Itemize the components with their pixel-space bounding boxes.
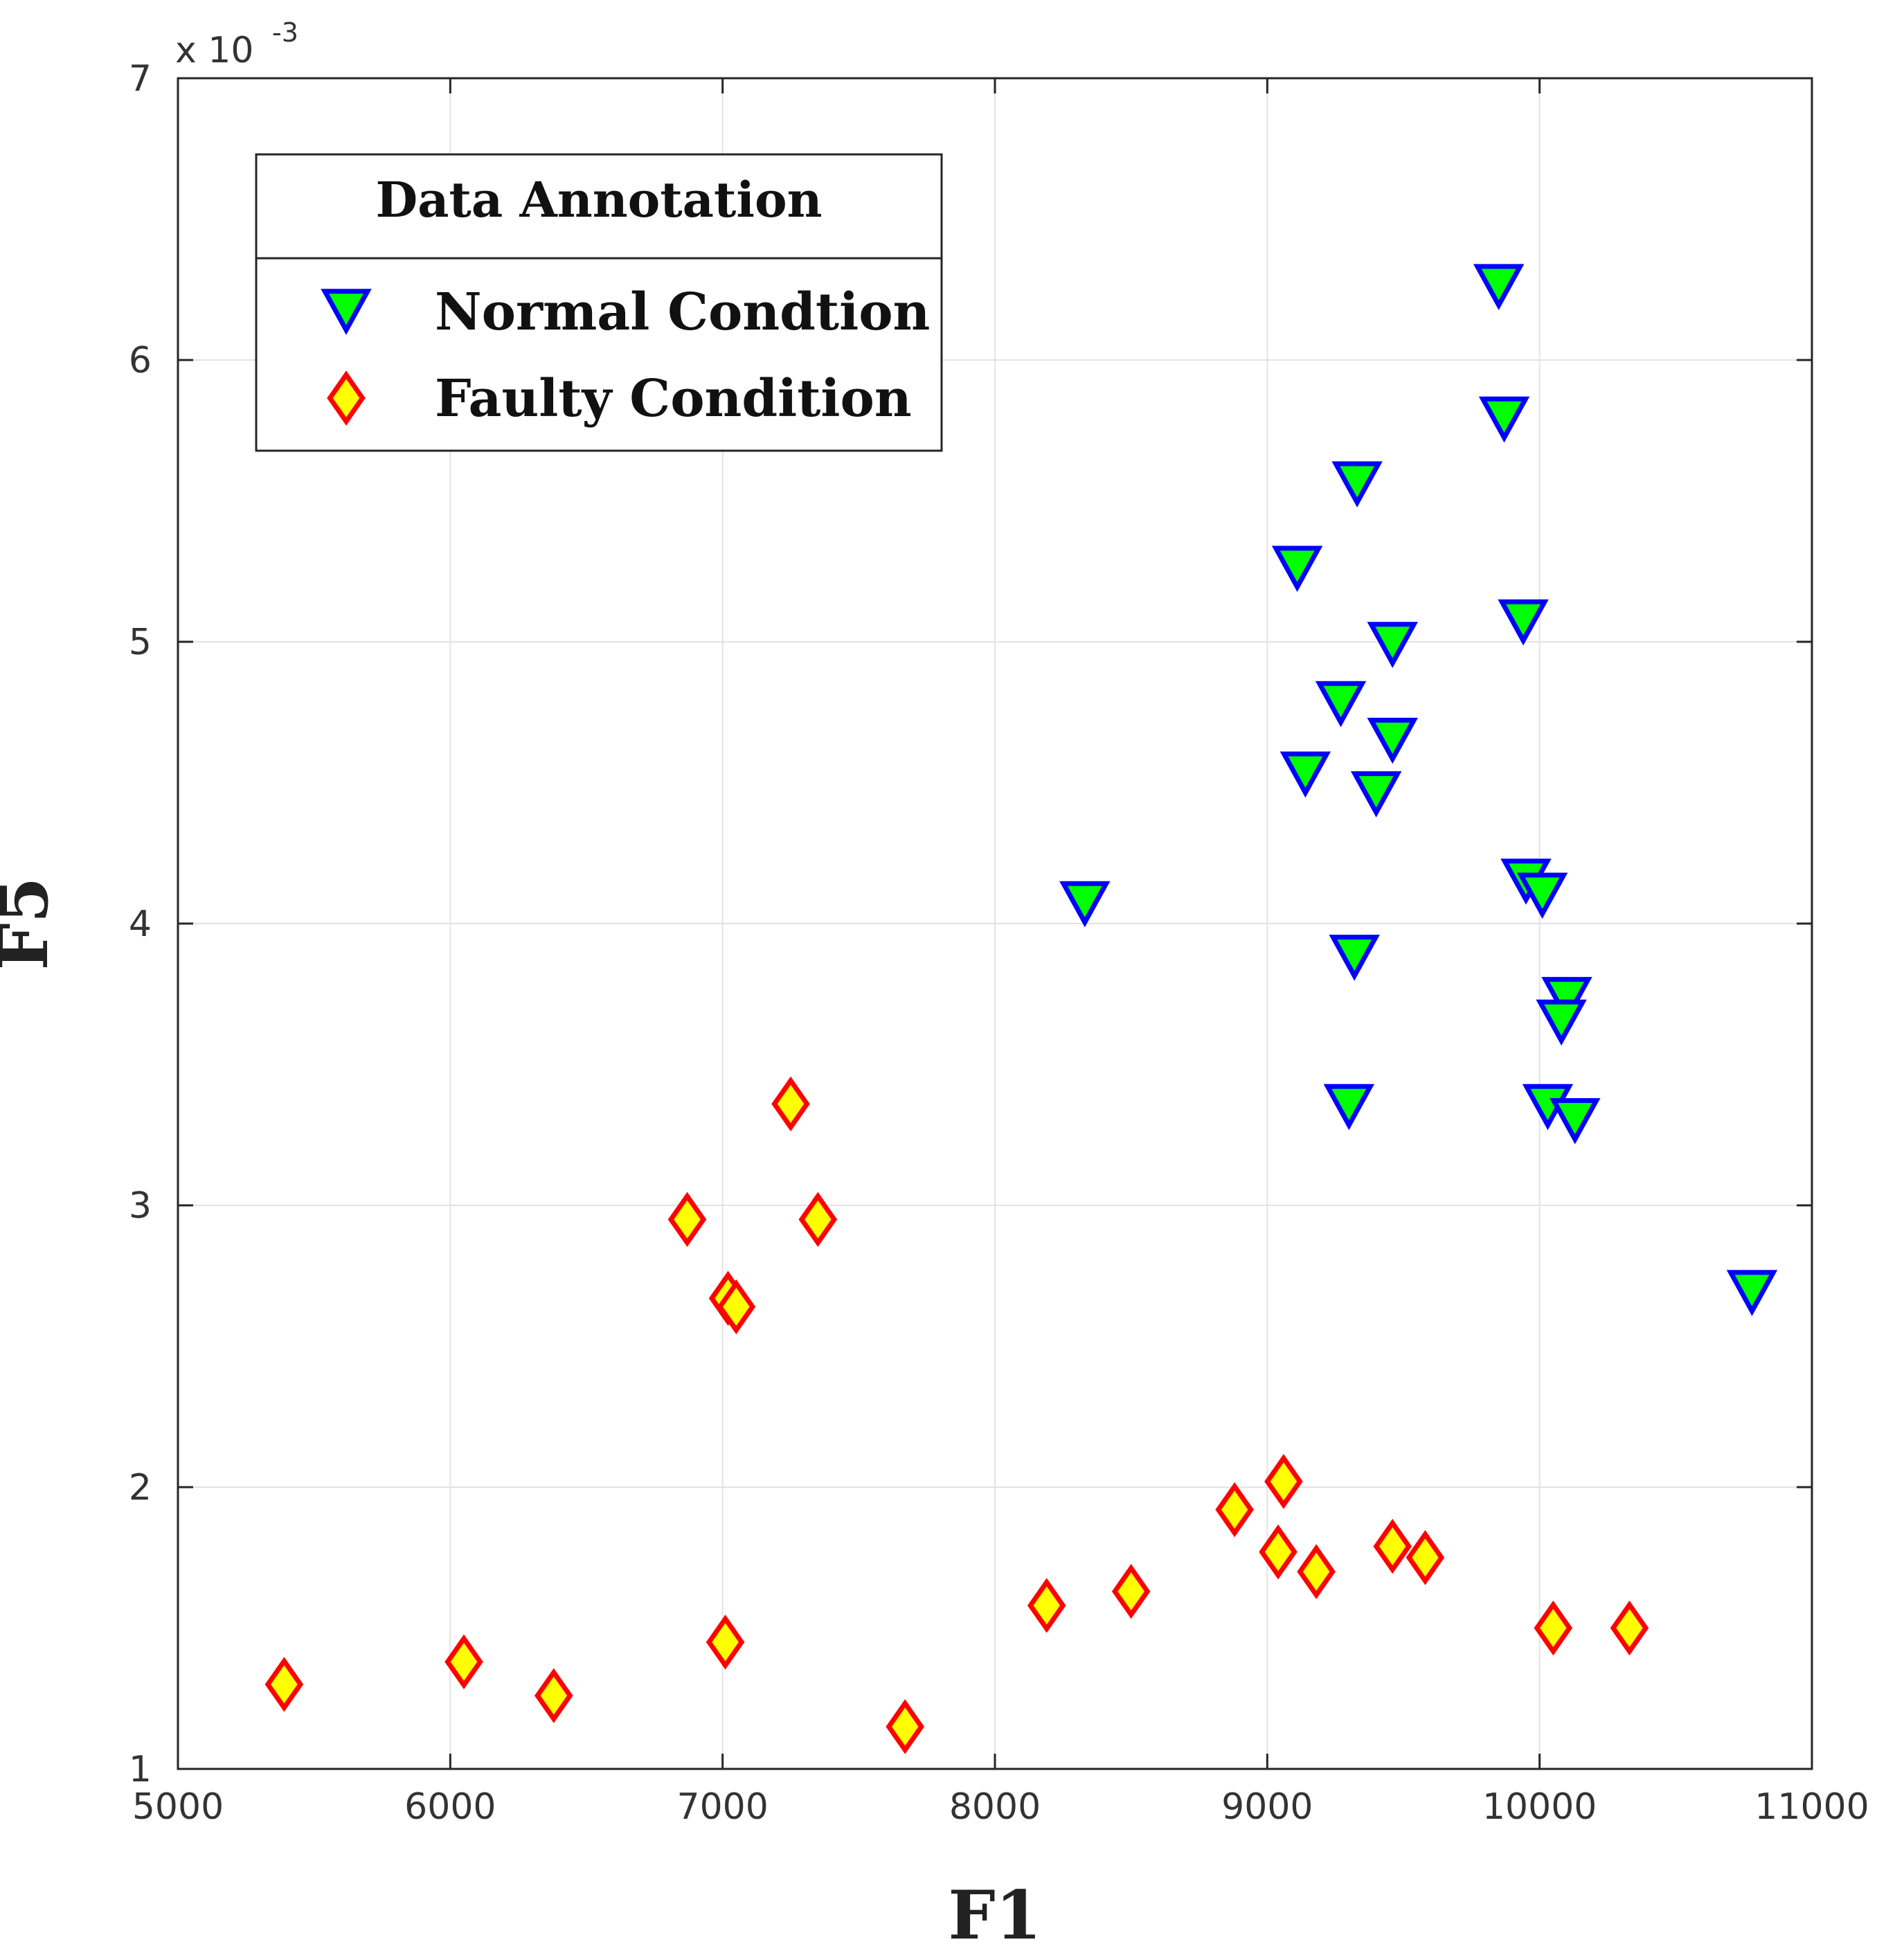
normal-condition-point — [1323, 1084, 1375, 1131]
faulty-condition-point — [1610, 1600, 1649, 1656]
normal-condition-point — [1279, 751, 1331, 798]
normal-condition-point — [1315, 681, 1367, 728]
legend-label-faulty-condition: Faulty Condition — [435, 369, 912, 429]
faulty-condition-point — [1027, 1578, 1066, 1633]
x-tick-label: 5000 — [132, 1786, 224, 1828]
normal-condition-point — [1726, 1270, 1778, 1317]
legend-triangle-icon — [321, 289, 372, 335]
legend-diamond-icon — [327, 370, 366, 426]
normal-condition-point — [1478, 396, 1530, 443]
faulty-condition-point — [1215, 1482, 1254, 1538]
faulty-condition-point — [1259, 1524, 1297, 1580]
data-points — [264, 264, 1778, 1754]
axis-ticks: 5000 6000 7000 8000 9000 10000 11000 1 2 3 4 5 6 7 — [129, 58, 1869, 1828]
y-tick-label: 7 — [129, 58, 152, 100]
x-tick-label: 10000 — [1482, 1786, 1597, 1828]
y-tick-label: 3 — [129, 1185, 152, 1227]
y-tick-label: 5 — [129, 622, 152, 663]
legend-label-normal-condition: Normal Condtion — [435, 282, 930, 342]
x-tick-label: 8000 — [949, 1786, 1041, 1828]
faulty-condition-point — [1373, 1518, 1412, 1574]
y-tick-label: 1 — [129, 1749, 152, 1790]
faulty-condition-point — [798, 1192, 838, 1248]
normal-condition-point — [1473, 264, 1525, 311]
normal-condition-point — [1350, 771, 1402, 818]
normal-condition-point — [1516, 872, 1568, 919]
faulty-condition-point — [667, 1192, 707, 1248]
x-axis-label: F1 — [949, 1876, 1042, 1954]
legend-title: Data Annotation — [375, 171, 822, 228]
y-axis-multiplier-exponent: -3 — [272, 17, 298, 48]
faulty-condition-point — [1534, 1600, 1573, 1656]
normal-condition-point — [1550, 1098, 1601, 1144]
legend-box — [255, 153, 943, 452]
normal-condition-point — [1059, 881, 1111, 928]
y-tick-label: 2 — [129, 1467, 152, 1509]
y-axis-label: F5 — [0, 877, 63, 971]
faulty-condition-point — [1405, 1530, 1445, 1585]
faulty-condition-point — [264, 1657, 304, 1712]
legend: Data Annotation Normal Condtion Faulty C… — [255, 153, 943, 452]
faulty-condition-point — [444, 1634, 483, 1690]
normal-condition-point — [1271, 546, 1323, 593]
faulty-condition-point — [535, 1668, 573, 1723]
faulty-condition-point — [1264, 1454, 1303, 1509]
y-tick-label: 4 — [129, 903, 152, 945]
faulty-condition-point — [1111, 1563, 1151, 1619]
faulty-condition-point — [717, 1279, 756, 1335]
y-axis-multiplier: x 10 — [175, 30, 253, 71]
normal-condition-point — [1498, 599, 1549, 646]
faulty-condition-point — [1297, 1544, 1336, 1599]
faulty-condition-point — [771, 1076, 810, 1132]
normal-condition-point — [1536, 999, 1587, 1046]
normal-condition-point — [1329, 935, 1380, 981]
x-tick-label: 9000 — [1221, 1786, 1313, 1828]
normal-condition-point — [1367, 717, 1418, 764]
y-tick-label: 6 — [129, 340, 152, 381]
legend-marker-faulty-condition — [327, 370, 366, 426]
x-tick-label: 7000 — [676, 1786, 768, 1828]
x-tick-label: 11000 — [1754, 1786, 1869, 1828]
legend-marker-normal-condition — [321, 289, 372, 335]
faulty-condition-point — [706, 1615, 745, 1670]
normal-condition-point — [1541, 977, 1592, 1023]
normal-condition-point — [1367, 622, 1418, 668]
normal-condition-point — [1331, 461, 1383, 507]
faulty-condition-point — [886, 1699, 924, 1754]
x-tick-label: 6000 — [404, 1786, 496, 1828]
